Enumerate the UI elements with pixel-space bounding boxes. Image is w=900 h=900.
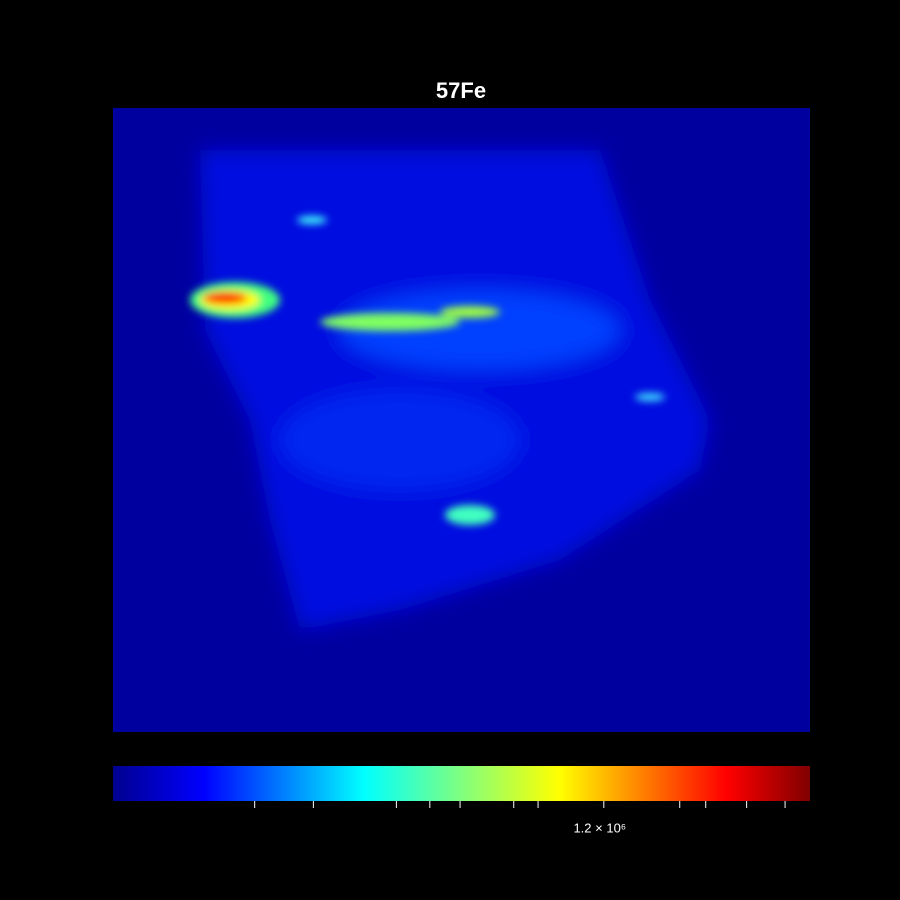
heatmap xyxy=(113,108,810,732)
chart-title: 57Fe xyxy=(436,78,486,103)
sample-region xyxy=(200,150,710,630)
hotspots xyxy=(190,216,665,525)
colorbar xyxy=(113,766,810,801)
colorbar-tick-label: 1.2 × 10⁶ xyxy=(573,820,626,835)
